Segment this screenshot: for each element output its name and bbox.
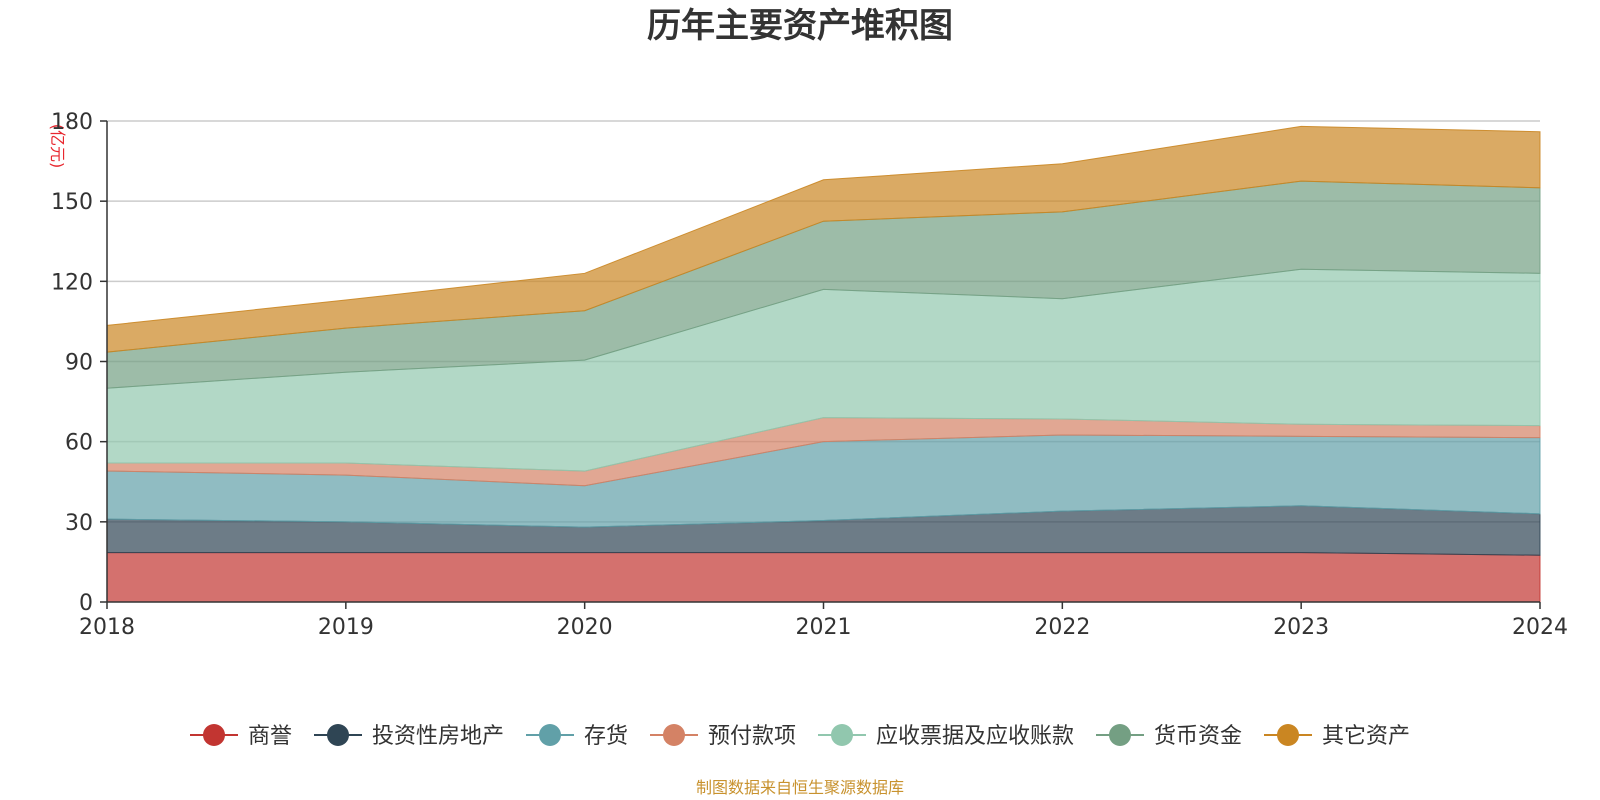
legend-marker bbox=[831, 724, 853, 746]
x-tick-label: 2018 bbox=[79, 615, 135, 640]
area-series bbox=[106, 125, 1541, 603]
y-tick-label: 120 bbox=[51, 270, 93, 295]
x-tick-label: 2022 bbox=[1034, 615, 1090, 640]
data-source-note: 制图数据来自恒生聚源数据库 bbox=[696, 778, 904, 797]
legend-marker bbox=[1109, 724, 1131, 746]
legend[interactable]: 商誉 投资性房地产 存货 预付款项 应收票据及应收账款 货币资金 其它资产 bbox=[190, 724, 1410, 749]
y-tick-label: 150 bbox=[51, 190, 93, 215]
x-tick-label: 2024 bbox=[1512, 615, 1568, 640]
legend-label: 应收票据及应收账款 bbox=[876, 724, 1074, 749]
legend-marker bbox=[539, 724, 561, 746]
legend-item-7[interactable]: 其它资产 bbox=[1264, 724, 1410, 749]
legend-item-1[interactable]: 商誉 bbox=[190, 724, 292, 749]
x-tick-label: 2021 bbox=[796, 615, 852, 640]
legend-label: 货币资金 bbox=[1154, 724, 1242, 749]
y-tick-label: 60 bbox=[65, 431, 93, 456]
y-tick-label: 0 bbox=[79, 591, 93, 616]
y-axis-unit: (亿元) bbox=[48, 124, 67, 169]
legend-marker bbox=[203, 724, 225, 746]
legend-item-3[interactable]: 存货 bbox=[526, 724, 628, 749]
legend-item-4[interactable]: 预付款项 bbox=[650, 724, 796, 749]
legend-label: 预付款项 bbox=[708, 724, 796, 749]
y-tick-label: 180 bbox=[51, 110, 93, 135]
legend-item-2[interactable]: 投资性房地产 bbox=[314, 724, 504, 749]
area-7[interactable] bbox=[106, 125, 1541, 353]
area-1[interactable] bbox=[106, 552, 1541, 603]
legend-marker bbox=[1277, 724, 1299, 746]
legend-label: 商誉 bbox=[248, 724, 292, 749]
chart-title: 历年主要资产堆积图 bbox=[647, 6, 953, 46]
legend-marker bbox=[663, 724, 685, 746]
legend-marker bbox=[327, 724, 349, 746]
y-tick-label: 30 bbox=[65, 511, 93, 536]
legend-item-6[interactable]: 货币资金 bbox=[1096, 724, 1242, 749]
x-tick-label: 2023 bbox=[1273, 615, 1329, 640]
axes: 0 30 60 90 120 150 180 2018 2019 2020 2021 2022 2023… bbox=[51, 110, 1568, 640]
x-tick-label: 2020 bbox=[557, 615, 613, 640]
legend-label: 其它资产 bbox=[1322, 724, 1410, 749]
legend-label: 存货 bbox=[584, 724, 628, 749]
legend-item-5[interactable]: 应收票据及应收账款 bbox=[818, 724, 1074, 749]
y-tick-label: 90 bbox=[65, 351, 93, 376]
x-tick-label: 2019 bbox=[318, 615, 374, 640]
legend-label: 投资性房地产 bbox=[372, 724, 504, 749]
